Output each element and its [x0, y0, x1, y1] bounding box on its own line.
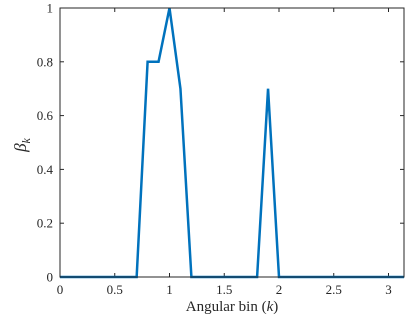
x-tick-label: 3	[385, 282, 392, 297]
tick-labels: 0 0.5 1 1.5 2 2.5 3 0 0.2 0.4 0.6 0.8 1	[37, 1, 392, 298]
y-tick-label: 0.8	[37, 54, 53, 69]
y-tick-label: 0.6	[37, 108, 54, 123]
x-axis-label-var: k	[267, 299, 274, 315]
y-axis-label-subscript: k	[19, 137, 33, 143]
x-tick-label: 2	[276, 282, 283, 297]
x-tick-label: 0.5	[107, 282, 123, 297]
y-axis-label: βk	[11, 137, 33, 152]
y-axis-label-symbol: β	[11, 143, 30, 153]
y-tick-label: 0.2	[37, 216, 53, 231]
y-tick-label: 1	[47, 1, 54, 16]
plot-area-frame	[59, 7, 405, 278]
x-axis-label: Angular bin (k)	[186, 299, 279, 315]
x-tick-label: 1	[166, 282, 173, 297]
x-axis-label-close: )	[273, 299, 278, 315]
y-tick-label: 0	[47, 270, 54, 285]
x-tick-label: 0	[57, 282, 64, 297]
x-axis-label-text: Angular bin (	[186, 299, 267, 315]
x-tick-label: 1.5	[216, 282, 232, 297]
y-tick-label: 0.4	[37, 162, 54, 177]
x-tick-label: 2.5	[326, 282, 342, 297]
series-layer	[60, 7, 404, 279]
series-line	[60, 7, 404, 279]
